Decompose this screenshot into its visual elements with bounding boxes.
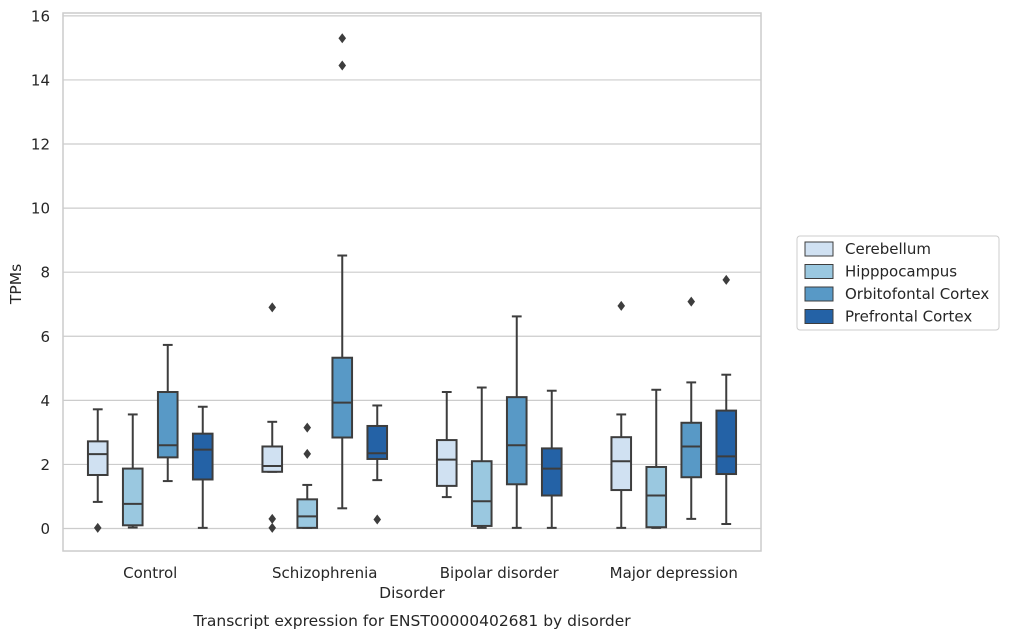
box-plot (121, 413, 144, 529)
box (331, 356, 354, 439)
y-tick-label: 16 (31, 7, 50, 25)
box-plot (435, 391, 458, 499)
y-axis-label: TPMs (7, 264, 25, 305)
outlier-point (268, 513, 277, 524)
box (540, 447, 563, 497)
box (435, 439, 458, 487)
outlier-point (722, 274, 731, 285)
outlier-point (338, 60, 347, 71)
legend-swatch (804, 241, 834, 257)
x-tick-label: Schizophrenia (272, 564, 377, 582)
box (156, 391, 179, 459)
box (296, 498, 319, 529)
box-plot (715, 274, 738, 526)
box-plot (331, 33, 354, 510)
box-plot (470, 386, 493, 529)
x-tick-label: Control (123, 564, 177, 582)
legend-label: Prefrontal Cortex (845, 308, 972, 326)
box (121, 467, 144, 527)
outlier-point (268, 302, 277, 313)
box-series (86, 33, 738, 533)
y-tick-label: 10 (31, 200, 50, 218)
legend: Cerebellum Hipppocampus Orbitofontal Corte… (796, 235, 1000, 331)
grid-lines (63, 15, 761, 530)
box (86, 440, 109, 476)
x-axis-label: Disorder (379, 584, 445, 602)
outlier-point (268, 522, 277, 533)
chart-caption: Transcript expression for ENST0000040268… (192, 612, 631, 630)
outlier-point (373, 514, 382, 525)
y-tick-label: 0 (40, 520, 50, 538)
box (505, 396, 528, 486)
outlier-point (338, 33, 347, 44)
box-plot (156, 343, 179, 483)
box-plot (296, 422, 319, 529)
box (191, 432, 214, 481)
outlier-point (687, 296, 696, 307)
box-plot (86, 408, 109, 533)
legend-swatch (804, 286, 834, 302)
legend-label: Cerebellum (845, 240, 931, 258)
legend-frame (796, 235, 1000, 331)
y-tick-label: 2 (40, 456, 50, 474)
box-plot (645, 388, 668, 529)
y-tick-label: 12 (31, 136, 50, 154)
box-plot (540, 389, 563, 529)
outlier-point (303, 448, 312, 459)
box (680, 421, 703, 479)
box-plot (610, 300, 633, 529)
x-tick-label: Bipolar disorder (440, 564, 560, 582)
x-tick-label: Major depression (610, 564, 738, 582)
box-plot (191, 405, 214, 529)
legend-label: Hipppocampus (845, 263, 957, 281)
outlier-point (93, 522, 102, 533)
legend-label: Orbitofontal Cortex (845, 285, 989, 303)
legend-swatch (804, 264, 834, 279)
y-tick-label: 14 (31, 71, 50, 89)
box-plot (366, 404, 389, 525)
y-tick-label: 4 (40, 392, 50, 410)
plot-area-frame (62, 12, 762, 552)
box-plot (680, 296, 703, 520)
box (470, 460, 493, 527)
y-tick-label: 6 (40, 328, 50, 346)
y-tick-label: 8 (40, 264, 50, 282)
outlier-point (303, 422, 312, 433)
box (645, 465, 668, 529)
legend-swatch (804, 309, 834, 324)
box-plot (505, 315, 528, 529)
box (261, 445, 284, 473)
y-axis-ticks: 0 2 4 6 8 10 12 14 16 (31, 7, 50, 538)
box (610, 436, 633, 492)
outlier-point (617, 300, 626, 311)
x-axis-ticks: Control Schizophrenia Bipolar disorder Majo… (123, 564, 738, 582)
box-plot (261, 302, 284, 533)
box (715, 409, 738, 476)
box (366, 424, 389, 460)
